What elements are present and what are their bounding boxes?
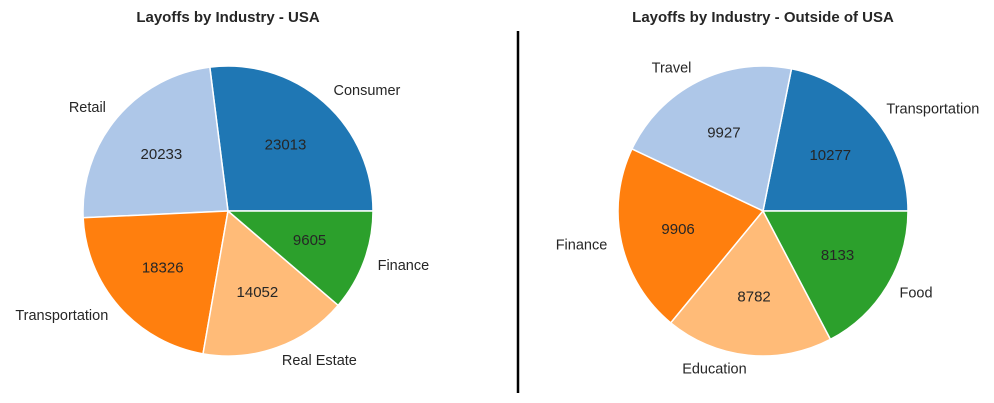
pie-chart-outside-usa: Layoffs by Industry - Outside of USA Tra… [556,9,980,378]
pie-slice-food [762,210,909,341]
slice-label-food: Food [900,285,933,301]
pie-slice-retail [82,66,229,219]
value-label-education: 8782 [737,288,770,305]
value-label-real-estate: 14052 [237,284,279,301]
value-label-travel: 9927 [707,124,740,141]
pie-slice-transportation [82,210,229,355]
value-label-finance: 9906 [661,221,694,238]
value-label-consumer: 23013 [265,137,307,154]
slice-label-travel: Travel [652,60,692,76]
slice-label-finance: Finance [556,238,608,254]
pie-slice-real-estate [202,210,339,357]
pie-chart-usa: Layoffs by Industry - USA Consumer 23013 R… [15,9,429,369]
pie-slice-travel [631,65,793,212]
chart-title: Layoffs by Industry - USA [136,9,320,26]
slice-label-finance: Finance [378,258,430,274]
slice-label-education: Education [682,362,747,378]
value-label-finance: 9605 [293,232,326,249]
slice-label-consumer: Consumer [334,83,401,99]
slice-label-retail: Retail [69,100,106,116]
value-label-transportation: 18326 [142,259,184,276]
pie-slice-consumer [209,65,374,212]
chart-title: Layoffs by Industry - Outside of USA [632,9,894,26]
pie-slice-education [670,210,832,357]
slice-label-transportation: Transportation [886,102,979,118]
pie-slice-finance [617,148,764,324]
pie-slice-finance [227,210,374,307]
value-label-food: 8133 [821,247,854,264]
slice-label-transportation: Transportation [15,308,108,324]
slice-label-real-estate: Real Estate [282,353,357,369]
value-label-retail: 20233 [141,146,183,163]
pie-slice-transportation [762,68,909,212]
value-label-transportation: 10277 [809,147,851,164]
